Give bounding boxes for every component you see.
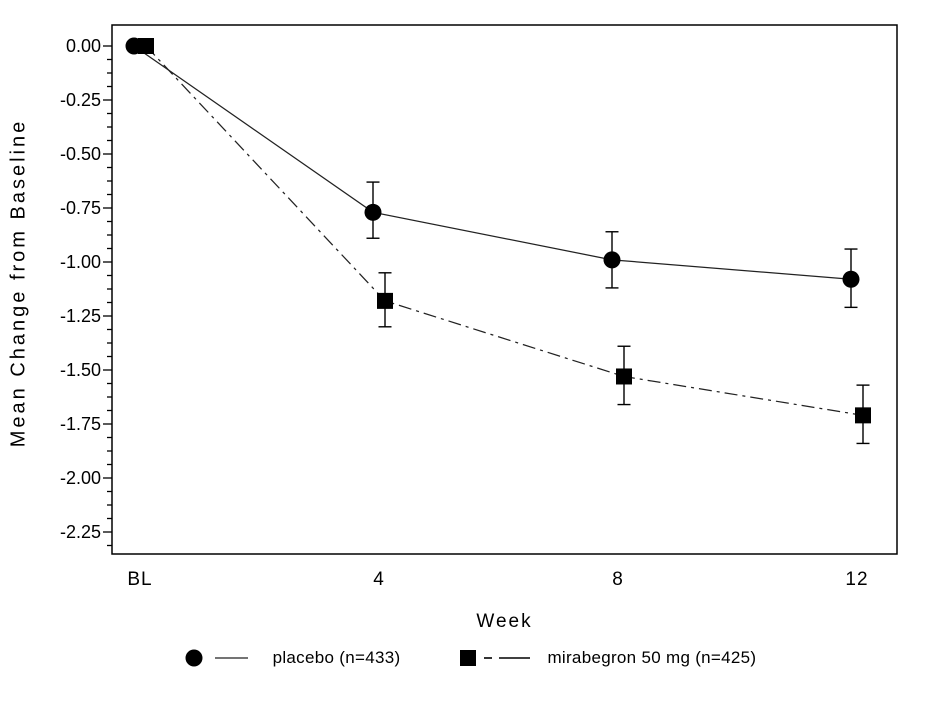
legend-swatch-placebo: [185, 649, 248, 667]
legend-label-placebo: placebo (n=433): [272, 648, 401, 667]
legend: placebo (n=433) mirabegron 50 mg (n=425): [0, 640, 940, 676]
x-axis-tick-labels: BL 4 8 12: [127, 569, 868, 590]
circle-marker: [364, 203, 382, 221]
legend-square-icon: [460, 650, 477, 666]
series-placebo: [125, 37, 860, 309]
x-tick-label: 8: [612, 569, 624, 590]
series-line-mirabegron: [145, 45, 864, 416]
y-axis-ticks: [103, 45, 112, 547]
circle-marker: [842, 270, 860, 288]
circle-marker: [603, 251, 621, 269]
x-tick-label: 12: [845, 569, 868, 590]
x-tick-label: BL: [127, 569, 152, 590]
y-tick-label: -2.25: [60, 522, 101, 542]
legend-swatch-mirabegron: [460, 650, 531, 666]
x-tick-label: 4: [373, 569, 385, 590]
series-mirabegron: [138, 38, 871, 445]
square-marker: [855, 407, 871, 424]
legend-item-mirabegron: mirabegron 50 mg (n=425): [458, 647, 756, 669]
y-axis-title: Mean Change from Baseline: [7, 118, 30, 448]
y-tick-label: -0.75: [60, 198, 101, 218]
y-tick-label: -1.50: [60, 360, 101, 380]
legend-label-mirabegron: mirabegron 50 mg (n=425): [547, 648, 757, 667]
y-tick-label: -2.00: [60, 468, 101, 488]
legend-circle-icon: [185, 649, 203, 667]
square-marker: [138, 38, 154, 54]
y-tick-label: -0.25: [60, 90, 101, 110]
y-axis-tick-labels: 0.00 -0.25 -0.50 -0.75 -1.00 -1.25 -1.50 -1.75 -…: [60, 36, 101, 542]
square-marker: [616, 368, 632, 385]
series-line-placebo: [133, 45, 852, 280]
plot-frame: [111, 24, 898, 555]
y-tick-label: -0.50: [60, 144, 101, 164]
y-tick-label: -1.25: [60, 306, 101, 326]
x-axis-title: Week: [476, 611, 533, 632]
square-marker: [377, 292, 393, 309]
y-tick-label: -1.00: [60, 252, 101, 272]
y-tick-label: 0.00: [66, 36, 101, 56]
legend-item-placebo: placebo (n=433): [184, 647, 401, 669]
y-tick-label: -1.75: [60, 414, 101, 434]
